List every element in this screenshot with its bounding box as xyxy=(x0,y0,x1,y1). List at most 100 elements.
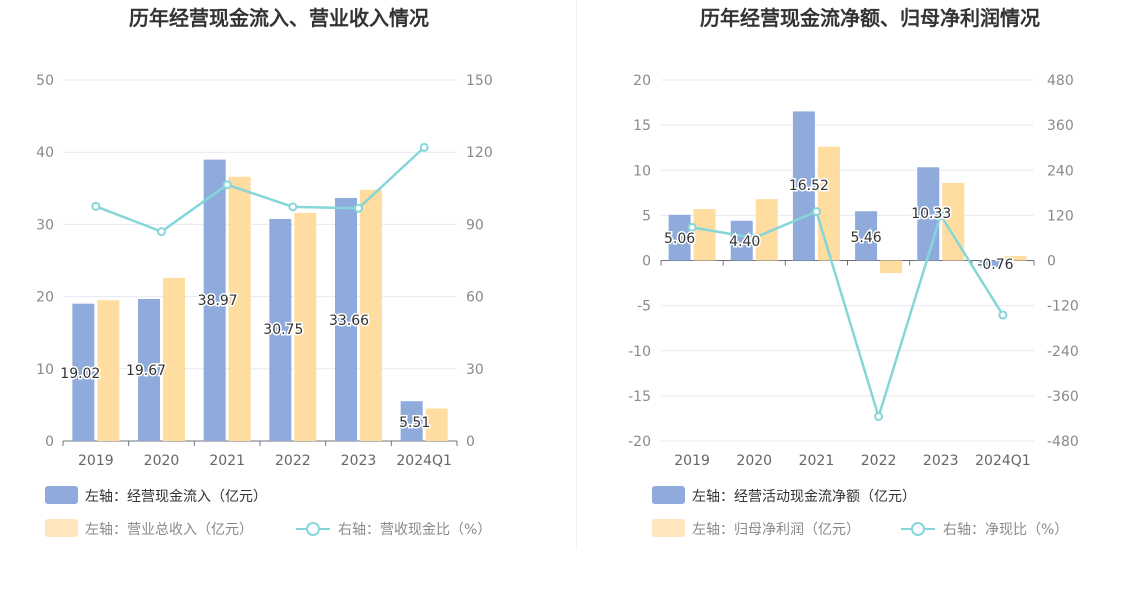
y-right-tick-label: 0 xyxy=(1047,254,1056,270)
ratio-point-2022 xyxy=(874,412,884,422)
ratio-point-2019 xyxy=(91,201,101,211)
bar-cash-2020 xyxy=(138,298,160,441)
y-left-tick-label: 40 xyxy=(36,145,54,161)
ratio-point-2020 xyxy=(749,233,759,243)
data-label-2019: 5.06 xyxy=(664,231,695,247)
bar-second-2024Q1 xyxy=(1004,255,1027,261)
bar-second-2021 xyxy=(228,176,251,442)
legend-label-line: 右轴：营收现金比（%） xyxy=(338,522,491,538)
data-label-2021: 38.97 xyxy=(198,293,238,309)
chart-cash-inflow-revenue: 历年经营现金流入、营业收入情况5040302010015012090603002… xyxy=(36,6,493,538)
y-right-tick-label: -120 xyxy=(1047,299,1079,315)
ratio-point-2021 xyxy=(811,207,821,217)
x-tick-label: 2019 xyxy=(674,453,710,469)
data-label-2021: 16.52 xyxy=(789,178,829,194)
bar-cash-2022 xyxy=(855,211,878,261)
y-left-tick-label: -15 xyxy=(628,389,651,405)
bar-second-2019 xyxy=(97,300,120,441)
data-label-2022: 5.46 xyxy=(850,230,881,246)
bar-second-2023 xyxy=(360,189,382,441)
y-left-tick-label: 0 xyxy=(45,434,54,450)
y-right-tick-label: -240 xyxy=(1047,344,1079,360)
y-left-tick-label: 0 xyxy=(642,254,651,270)
data-label-2023: 33.66 xyxy=(329,313,369,329)
y-right-tick-label: 60 xyxy=(466,290,484,306)
bar-second-2020 xyxy=(163,277,185,441)
chart-title: 历年经营现金流净额、归母净利润情况 xyxy=(700,6,1040,30)
bar-second-2021 xyxy=(817,146,840,261)
x-tick-label: 2022 xyxy=(275,453,311,469)
y-right-tick-label: 0 xyxy=(466,434,475,450)
ratio-line xyxy=(691,209,1004,421)
data-label-2020: 4.40 xyxy=(729,234,760,250)
bar-cash-2021 xyxy=(792,111,815,261)
y-left-tick-label: 20 xyxy=(36,290,54,306)
y-left-tick-label: 15 xyxy=(633,118,651,134)
x-tick-label: 2023 xyxy=(923,453,959,469)
x-tick-label: 2021 xyxy=(799,453,835,469)
x-tick-label: 2019 xyxy=(78,453,114,469)
y-left-tick-label: 20 xyxy=(633,73,651,89)
y-left-tick-label: 5 xyxy=(642,208,651,224)
bar-cash-2024Q1 xyxy=(979,260,1002,268)
x-tick-label: 2023 xyxy=(341,453,377,469)
legend-swatch-cash xyxy=(652,486,685,504)
bar-cash-2023 xyxy=(335,197,357,441)
legend-swatch-line-marker xyxy=(306,522,320,536)
y-right-tick-label: 150 xyxy=(466,73,493,89)
y-left-tick-label: 10 xyxy=(36,362,54,378)
ratio-point-2020 xyxy=(157,227,166,237)
legend-swatch-cash xyxy=(45,486,78,504)
legend-swatch-line-marker xyxy=(911,522,925,536)
bar-second-2022 xyxy=(880,260,903,274)
chart-panel-cash-inflow-revenue: 历年经营现金流入、营业收入情况 50 40 30 20 10 0 150 120 90 60 30 0 2… xyxy=(36,6,493,538)
y-right-tick-label: 480 xyxy=(1047,73,1074,89)
data-label-2024Q1: -0.76 xyxy=(977,257,1013,273)
y-right-tick-label: -360 xyxy=(1047,389,1079,405)
ratio-point-2023 xyxy=(936,210,946,220)
bar-cash-2019 xyxy=(668,214,691,261)
bar-second-2020 xyxy=(755,199,778,261)
ratio-point-2024Q1 xyxy=(419,142,429,152)
y-right-tick-label: 120 xyxy=(1047,208,1074,224)
legend-swatch-second xyxy=(45,519,78,537)
y-right-tick-label: 240 xyxy=(1047,163,1074,179)
panel-divider xyxy=(576,0,577,550)
chart-panel-net-cash-profit: 历年经营现金流净额、归母净利润情况 20 15 10 5 0 -5 -10 -15 -20 480 3… xyxy=(574,0,1148,589)
x-tick-label: 2024Q1 xyxy=(975,453,1031,469)
legend-label-second: 左轴：营业总收入（亿元） xyxy=(85,522,253,538)
y-left-tick-label: 10 xyxy=(633,163,651,179)
bar-second-2024Q1 xyxy=(425,408,448,441)
bar-cash-2022 xyxy=(269,218,292,441)
x-tick-label: 2022 xyxy=(861,453,897,469)
y-right-tick-label: 120 xyxy=(466,145,493,161)
legend-label-line: 右轴：净现比（%） xyxy=(943,522,1068,538)
y-right-tick-label: 90 xyxy=(466,217,484,233)
data-label-2023: 10.33 xyxy=(911,206,951,222)
bar-cash-2021 xyxy=(203,159,226,441)
bar-cash-2020 xyxy=(730,220,753,261)
data-label-2022: 30.75 xyxy=(263,322,303,338)
ratio-point-2024Q1 xyxy=(998,310,1008,320)
ratio-point-2021 xyxy=(222,180,232,190)
y-left-tick-label: 50 xyxy=(36,73,54,89)
legend-swatch-second xyxy=(652,519,685,537)
y-left-tick-label: -10 xyxy=(628,344,651,360)
legend-label-cash: 左轴：经营现金流入（亿元） xyxy=(85,489,267,505)
x-tick-label: 2021 xyxy=(209,453,245,469)
y-left-tick-label: -20 xyxy=(628,434,651,450)
x-tick-label: 2020 xyxy=(736,453,772,469)
x-tick-label: 2020 xyxy=(144,453,180,469)
ratio-point-2022 xyxy=(288,202,298,212)
y-right-tick-label: 30 xyxy=(466,362,484,378)
chart-title: 历年经营现金流入、营业收入情况 xyxy=(129,6,429,30)
legend-label-second: 左轴：归母净利润（亿元） xyxy=(692,521,860,538)
y-left-tick-label: 30 xyxy=(36,217,54,233)
bar-second-2023 xyxy=(942,182,965,261)
y-right-tick-label: 360 xyxy=(1047,118,1074,134)
chart-net-cash-profit: 历年经营现金流净额、归母净利润情况 20 15 10 5 0 -5 -10 -15 -20 480 3… xyxy=(628,6,1079,538)
ratio-point-2019 xyxy=(687,222,697,232)
bar-second-2019 xyxy=(693,209,716,261)
x-tick-label: 2024Q1 xyxy=(396,453,452,469)
legend-label-cash: 左轴：经营活动现金流净额（亿元） xyxy=(692,489,916,505)
